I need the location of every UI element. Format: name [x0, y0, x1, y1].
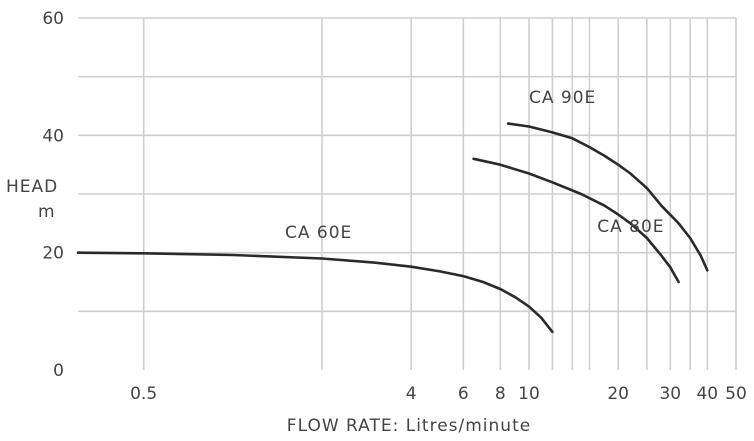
x-tick-label: 40: [696, 384, 718, 404]
curve-label: CA 60E: [285, 223, 352, 243]
y-axis-title-unit: m: [38, 202, 56, 222]
x-tick-label: 6: [458, 384, 469, 404]
curve-ca-60e: [76, 251, 554, 334]
y-tick-label: 40: [42, 126, 64, 146]
x-tick-label: 8: [495, 384, 506, 404]
x-tick-label: 50: [725, 384, 747, 404]
curve-label: CA 80E: [597, 217, 664, 237]
curves: [76, 122, 709, 334]
y-tick-label: 0: [53, 361, 64, 381]
curve-ca-80e: [472, 157, 680, 284]
curve-ca-90e: [506, 122, 709, 272]
y-tick-labels: 0 20 40 60: [42, 9, 64, 381]
curve-label: CA 90E: [529, 88, 596, 108]
x-axis-title: FLOW RATE: Litres/minute: [287, 416, 531, 436]
x-tick-label: 4: [406, 384, 417, 404]
x-tick-label: 20: [607, 384, 629, 404]
x-tick-labels: 0.5 4 6 8 10 20 30 40 50: [130, 384, 747, 404]
x-tick-label: 10: [518, 384, 540, 404]
y-tick-label: 20: [42, 244, 64, 264]
y-tick-label: 60: [42, 9, 64, 29]
grid: [78, 17, 737, 370]
x-tick-label: 0.5: [130, 384, 157, 404]
x-tick-label: 30: [659, 384, 681, 404]
curve-labels: CA 60E CA 80E CA 90E: [285, 88, 664, 243]
y-axis-title-head: HEAD: [6, 177, 58, 197]
